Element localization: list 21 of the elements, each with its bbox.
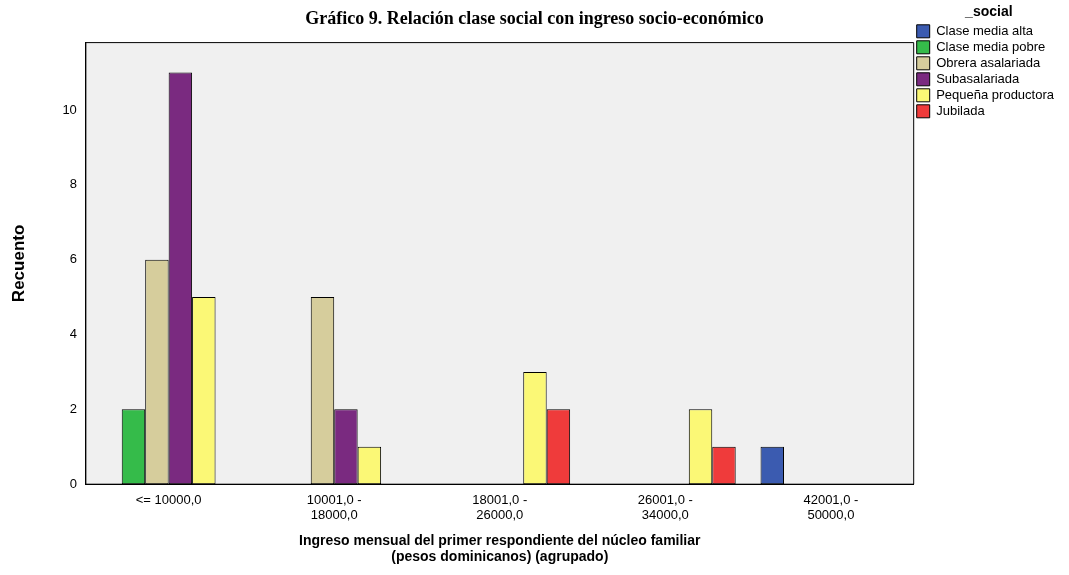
y-tick-label: 8: [69, 176, 77, 192]
y-tick-label: 6: [69, 251, 77, 267]
legend-label: Pequeña productora: [936, 86, 1055, 102]
y-tick-label: 4: [69, 326, 77, 342]
y-tick-label: 0: [69, 475, 77, 491]
x-tick-label: <= 10000,0: [135, 491, 202, 507]
y-tick-label: 10: [62, 101, 77, 117]
y-axis-title: Recuento: [8, 224, 28, 303]
x-tick-label: 26001,0 - 34000,0: [637, 491, 693, 523]
legend-label: Jubilada: [936, 102, 986, 118]
y-tick-label: 2: [69, 400, 77, 416]
legend-label: Subasalariada: [936, 70, 1021, 86]
legend-label: Clase media alta: [936, 22, 1034, 38]
x-tick-label: 10001,0 - 18000,0: [306, 491, 362, 523]
x-axis-title: Ingreso mensual del primer respondiente del núcleo familiar (pesos dominicanos) (agrupado): [299, 531, 702, 565]
legend-label: Clase media pobre: [936, 38, 1046, 54]
x-tick-label: 42001,0 - 50000,0: [803, 491, 859, 523]
legend-label: Obrera asalariada: [936, 54, 1042, 70]
legend-title: _social: [964, 2, 1013, 19]
x-tick-label: 18001,0 - 26000,0: [472, 491, 528, 523]
chart-title: Gráfico 9. Relación clase social con ingreso socio-económico: [305, 8, 764, 29]
